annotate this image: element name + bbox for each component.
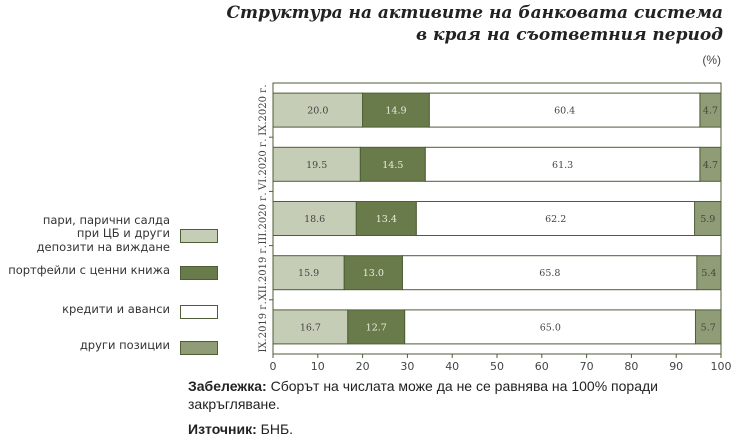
data-label: 4.7 xyxy=(703,106,718,117)
data-label: 15.9 xyxy=(298,268,319,279)
chart-title: Структура на активите на банковата систе… xyxy=(227,2,724,46)
bar-segment xyxy=(272,146,361,182)
bar-segment xyxy=(696,255,722,291)
legend-swatch xyxy=(180,266,218,280)
category-label: III.2020 г. xyxy=(258,192,269,244)
bar-segment xyxy=(699,92,722,128)
legend-label-line: депозити на виждане xyxy=(36,239,170,254)
bar-segment xyxy=(347,309,406,345)
legend-swatch xyxy=(180,229,218,243)
data-label: 65.0 xyxy=(540,322,561,333)
x-tick-label: 0 xyxy=(270,360,277,373)
legend-label: портфейли с ценни книжа xyxy=(8,264,170,278)
x-tick-label: 20 xyxy=(356,360,370,373)
data-label: 20.0 xyxy=(307,106,328,117)
data-label: 5.9 xyxy=(700,214,715,225)
x-tick-label: 10 xyxy=(311,360,325,373)
bar-segment xyxy=(424,146,701,182)
data-label: 4.7 xyxy=(703,160,718,171)
data-label: 12.7 xyxy=(366,322,387,333)
legend-label: кредити и аванси xyxy=(62,303,170,317)
x-tick-label: 100 xyxy=(711,360,732,373)
legend-label: други позиции xyxy=(80,339,170,353)
data-label: 19.5 xyxy=(306,160,327,171)
bar-segment xyxy=(359,146,426,182)
bar-segment xyxy=(272,255,345,291)
x-tick-label: 30 xyxy=(400,360,414,373)
x-tick-label: 70 xyxy=(580,360,594,373)
category-label: IX.2019 г. xyxy=(258,301,269,352)
bar-segment xyxy=(428,92,701,128)
x-tick-label: 50 xyxy=(490,360,504,373)
data-label: 13.4 xyxy=(376,214,397,225)
note-label: Забележка: xyxy=(188,378,267,394)
source: Източник: БНБ. xyxy=(188,421,293,437)
bar-segment xyxy=(401,255,698,291)
bar-segment xyxy=(699,146,722,182)
data-label: 18.6 xyxy=(304,214,325,225)
bar-segment xyxy=(272,92,364,128)
data-label: 61.3 xyxy=(552,160,573,171)
source-label: Източник: xyxy=(188,421,257,437)
note-text: Сборът на числата може да не се равнява … xyxy=(188,378,658,412)
data-label: 5.7 xyxy=(701,322,716,333)
x-tick-label: 80 xyxy=(624,360,638,373)
data-label: 60.4 xyxy=(554,106,575,117)
bar-segment xyxy=(362,92,430,128)
x-tick-label: 60 xyxy=(535,360,549,373)
legend-label-line: кредити и аванси xyxy=(62,302,170,317)
bar-segment xyxy=(343,255,403,291)
bar-segment xyxy=(272,201,357,236)
title-line-2: в края на съответния период xyxy=(415,25,723,45)
bar-segment xyxy=(694,201,722,236)
x-tick-label: 40 xyxy=(445,360,459,373)
data-label: 5.4 xyxy=(701,268,716,279)
bar-segment xyxy=(272,309,349,345)
bar-segment xyxy=(415,201,696,236)
note: Забележка: Сборът на числата може да не … xyxy=(188,377,723,413)
legend-label-line: портфейли с ценни книжа xyxy=(8,263,170,278)
unit-label: (%) xyxy=(702,53,721,67)
category-label: XII.2019 г. xyxy=(258,245,269,300)
category-label: IX.2020 г. xyxy=(258,84,269,135)
bar-segment xyxy=(355,201,417,236)
legend-label-line: пари, парични салда xyxy=(42,212,170,227)
source-text: БНБ. xyxy=(256,421,294,437)
data-label: 13.0 xyxy=(363,268,384,279)
legend-label-line: други позиции xyxy=(79,338,170,353)
x-tick-label: 90 xyxy=(669,360,683,373)
data-label: 62.2 xyxy=(545,214,566,225)
title-line-1: Структура на активите на банковата систе… xyxy=(226,3,724,23)
data-label: 14.9 xyxy=(385,106,406,117)
legend-swatch xyxy=(180,305,218,319)
bar-segment xyxy=(694,309,722,345)
data-label: 16.7 xyxy=(300,322,321,333)
data-label: 65.8 xyxy=(539,268,560,279)
legend-swatch xyxy=(180,341,218,355)
legend-label-line: при ЦБ и други xyxy=(76,226,170,241)
category-label: VI.2020 г. xyxy=(258,139,269,191)
data-label: 14.5 xyxy=(382,160,403,171)
legend-label: пари, парични салда при ЦБ и други депозит… xyxy=(36,212,170,255)
